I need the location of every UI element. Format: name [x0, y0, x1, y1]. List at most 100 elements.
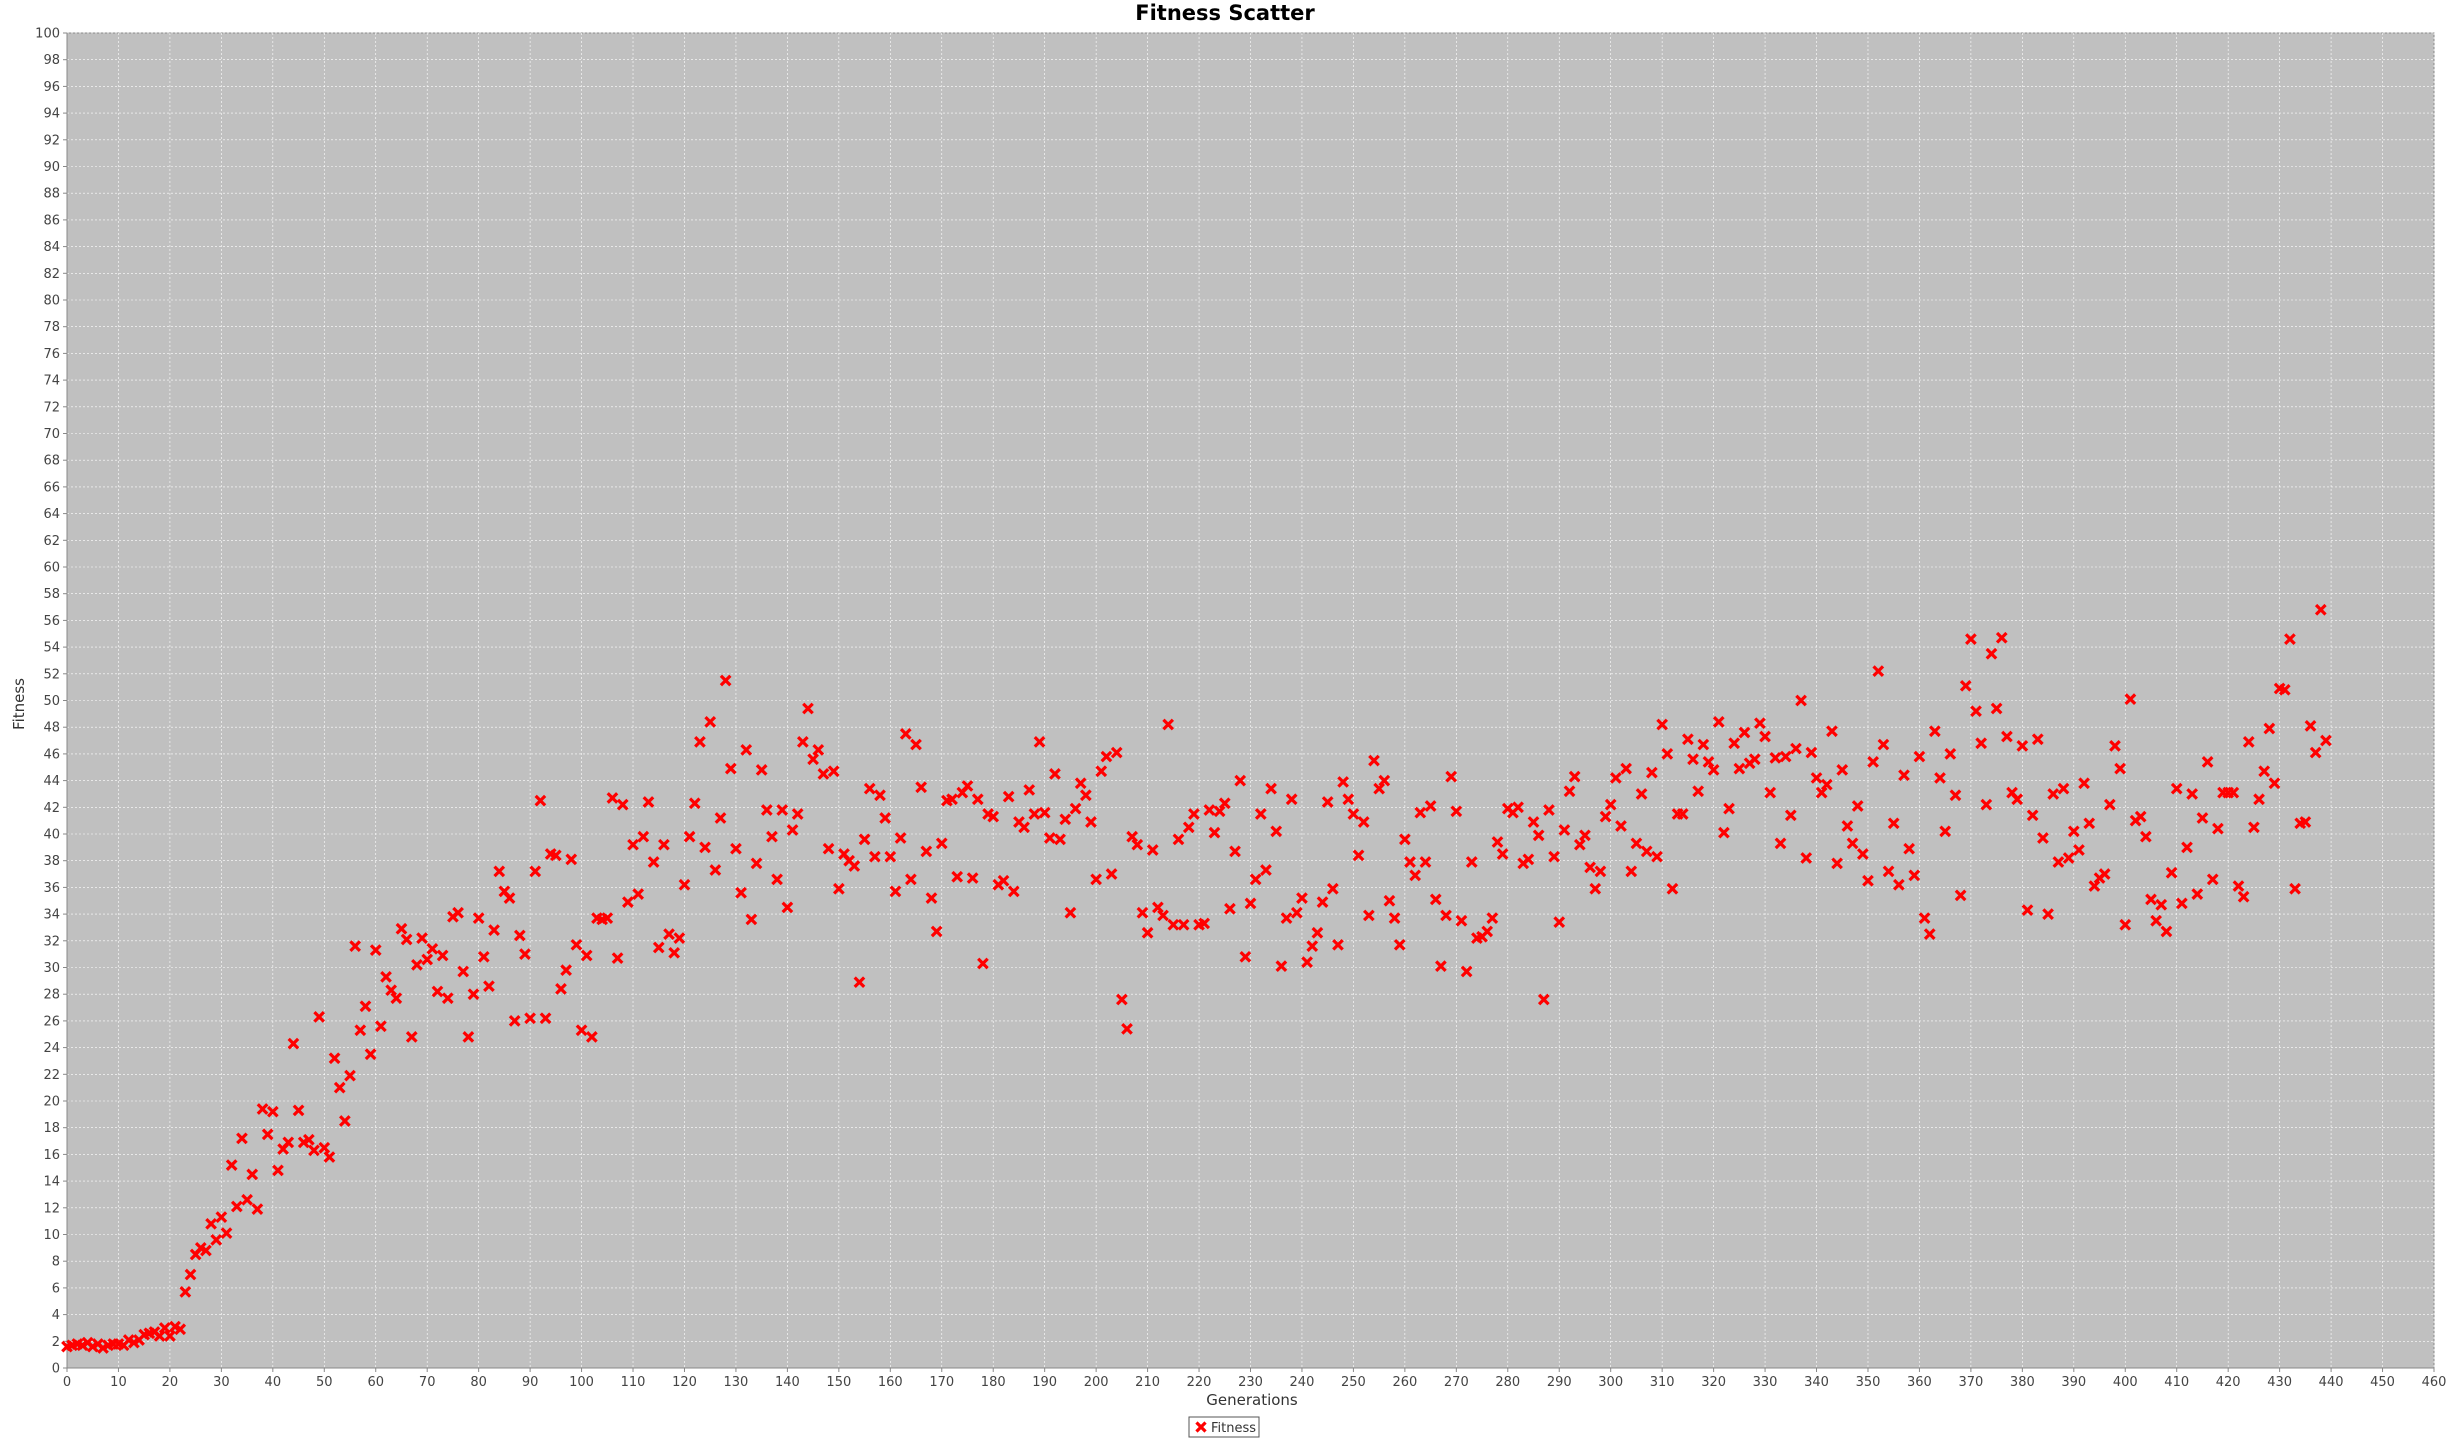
scatter-point: [1465, 856, 1478, 868]
scatter-point: [1815, 786, 1828, 799]
scatter-point: [946, 793, 958, 806]
scatter-point: [1141, 926, 1154, 939]
scatter-point: [2134, 810, 2147, 823]
scatter-point: [1810, 772, 1823, 784]
scatter-point: [1913, 750, 1926, 763]
scatter-point: [1980, 798, 1993, 811]
x-tick-label: 380: [2010, 1375, 2035, 1390]
y-tick-label: 72: [43, 400, 60, 415]
scatter-point: [477, 950, 490, 963]
scatter-point: [1414, 806, 1427, 819]
scatter-point: [1522, 853, 1535, 866]
scatter-point: [1275, 960, 1288, 973]
scatter-point: [344, 1069, 356, 1082]
scatter-point: [349, 940, 362, 953]
scatter-point: [1332, 938, 1344, 951]
scatter-point: [1543, 804, 1555, 816]
scatter-point: [1995, 631, 2008, 644]
scatter-point: [1615, 820, 1627, 832]
scatter-point: [1939, 825, 1952, 838]
scatter-point: [1393, 938, 1406, 951]
scatter-point: [452, 906, 464, 919]
y-tick-label: 60: [43, 561, 60, 576]
scatter-point: [1584, 861, 1596, 874]
scatter-point: [652, 941, 665, 954]
scatter-point: [714, 812, 727, 824]
scatter-point: [519, 948, 531, 961]
scatter-point: [1594, 865, 1607, 878]
scatter-point: [982, 808, 994, 820]
scatter-point: [1702, 756, 1715, 768]
scatter-point: [704, 715, 717, 728]
x-tick-label: 290: [1547, 1375, 1572, 1390]
scatter-point: [2253, 793, 2265, 806]
scatter-point: [359, 1000, 372, 1013]
scatter-point: [1604, 798, 1617, 811]
scatter-point: [977, 957, 989, 970]
scatter-point: [585, 1031, 598, 1043]
scatter-point: [1625, 865, 1638, 878]
scatter-point: [292, 1104, 305, 1117]
scatter-point: [436, 949, 449, 962]
x-tick-label: 280: [1495, 1375, 1520, 1390]
scatter-point: [153, 1330, 166, 1342]
scatter-point: [966, 872, 979, 884]
scatter-point: [1121, 1023, 1133, 1035]
scatter-point: [1033, 736, 1046, 748]
scatter-point: [1954, 889, 1967, 902]
scatter-point: [1388, 912, 1401, 924]
scatter-point: [2139, 830, 2152, 843]
scatter-point: [1661, 748, 1674, 760]
scatter-point: [318, 1141, 331, 1154]
x-tick-label: 220: [1187, 1375, 1212, 1390]
scatter-point: [308, 1144, 320, 1157]
x-tick-label: 340: [1804, 1375, 1829, 1390]
y-tick-label: 36: [43, 881, 60, 896]
scatter-point: [1687, 753, 1699, 766]
scatter-points: [61, 603, 2332, 1354]
y-tick-label: 82: [43, 267, 60, 282]
scatter-point: [1311, 926, 1324, 939]
scatter-point: [1923, 928, 1936, 940]
x-tick-label: 190: [1032, 1375, 1057, 1390]
scatter-point: [333, 1081, 346, 1094]
scatter-point: [1635, 788, 1648, 800]
y-tick-label: 30: [43, 961, 60, 976]
scatter-point: [1265, 782, 1277, 795]
scatter-point: [575, 1024, 588, 1037]
scatter-point: [1712, 715, 1725, 728]
scatter-point: [740, 744, 753, 756]
scatter-point: [215, 1211, 228, 1224]
scatter-point: [730, 842, 742, 855]
scatter-point: [2062, 852, 2075, 864]
scatter-point: [1481, 925, 1494, 938]
scatter-point: [1537, 993, 1550, 1006]
scatter-point: [1651, 850, 1663, 863]
scatter-point: [508, 1015, 521, 1027]
y-tick-label: 56: [43, 614, 60, 629]
scatter-point: [1764, 786, 1777, 799]
scatter-point: [832, 882, 845, 895]
x-tick-label: 330: [1753, 1375, 1778, 1390]
scatter-point: [2237, 890, 2250, 903]
y-tick-label: 50: [43, 694, 60, 709]
x-tick-label: 100: [569, 1375, 594, 1390]
scatter-point: [1208, 826, 1221, 839]
y-tick-label: 38: [43, 854, 60, 869]
scatter-point: [2191, 888, 2204, 900]
scatter-point: [683, 830, 696, 843]
scatter-point: [1579, 829, 1591, 842]
scatter-point: [462, 1031, 475, 1043]
scatter-point: [2175, 897, 2188, 910]
legend-x-icon: [1195, 1421, 1207, 1433]
scatter-point: [1548, 850, 1560, 863]
scatter-point: [1836, 764, 1849, 776]
scatter-point: [2073, 844, 2085, 856]
scatter-point: [869, 850, 881, 863]
scatter-point: [1296, 892, 1308, 904]
scatter-point: [668, 946, 681, 959]
y-tick-label: 2: [52, 1335, 60, 1350]
scatter-point: [874, 789, 886, 802]
scatter-point: [1172, 833, 1185, 846]
